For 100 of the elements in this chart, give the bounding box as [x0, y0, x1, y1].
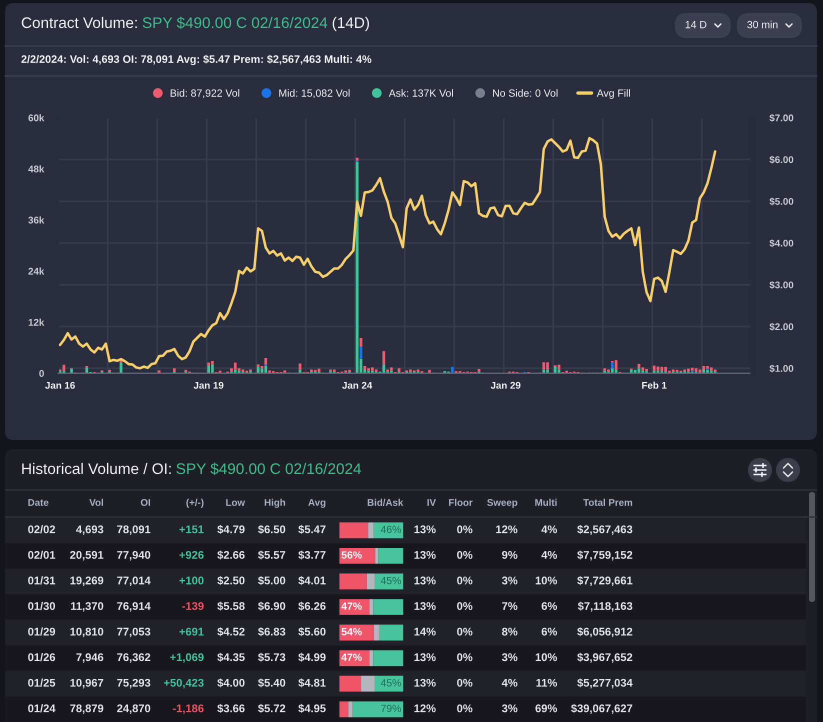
text: 3% — [502, 576, 518, 584]
text: 0% — [457, 678, 472, 687]
text: 12% — [414, 704, 436, 712]
text: 76,914 — [117, 602, 151, 612]
text: 69% — [535, 704, 558, 712]
text: 4% — [502, 678, 518, 687]
text: $7,118,163 — [578, 602, 632, 612]
category-label: OI — [140, 499, 150, 506]
text: 4,693 — [76, 525, 104, 535]
text: 12% — [496, 525, 518, 534]
text: 01/29 — [28, 627, 56, 636]
text: $2,567,463 — [577, 524, 632, 535]
text: $2.66 — [217, 550, 245, 560]
y2-tick-label: $6.00 — [769, 156, 794, 164]
text: 13% — [414, 602, 436, 610]
text: $5.00 — [258, 576, 286, 586]
x-tick-label: Jan 29 — [490, 382, 520, 389]
text: 10% — [536, 653, 558, 662]
text: 6% — [542, 602, 558, 610]
text: 14 D — [686, 21, 706, 28]
text: 01/25 — [28, 678, 56, 687]
legend-label: Bid: 87,922 Vol — [170, 89, 240, 98]
text: 24,870 — [117, 704, 150, 714]
text: 02/02 — [28, 525, 56, 534]
text: 77,053 — [117, 628, 150, 638]
text: 8% — [502, 628, 518, 636]
text: $3,967,652 — [577, 652, 632, 663]
text: $7,759,152 — [577, 550, 632, 560]
text: $5.57 — [258, 550, 286, 560]
text: 10% — [536, 576, 558, 584]
text: 13% — [414, 576, 436, 584]
text: $3.66 — [217, 704, 245, 713]
y-tick-label: 24k — [28, 268, 44, 275]
category-label: High — [264, 498, 286, 508]
text: $6.83 — [258, 627, 286, 636]
y-tick-label: 48k — [28, 165, 44, 172]
text: 78,091 — [117, 525, 150, 535]
text: 10,810 — [70, 628, 104, 638]
category-label: Sweep — [487, 499, 518, 508]
text: $4.81 — [298, 678, 326, 688]
text: 01/24 — [28, 704, 56, 712]
text: $5,277,034 — [577, 678, 633, 688]
text: 13% — [414, 525, 436, 534]
text: $3.77 — [298, 550, 326, 560]
data-label: 79% — [381, 704, 402, 712]
text: $6.26 — [298, 602, 326, 611]
text: 0% — [457, 525, 472, 534]
text: 77,940 — [117, 550, 150, 560]
data-label: 46% — [380, 526, 402, 534]
x-tick-label: Jan 24 — [342, 382, 372, 389]
category-label: (+/-) — [186, 498, 204, 508]
text: 4% — [541, 525, 558, 534]
y-tick-label: 0 — [39, 370, 44, 377]
text: 9% — [502, 550, 518, 559]
text: $4.00 — [217, 678, 245, 688]
text: 0% — [457, 576, 472, 584]
text: -1,186 — [172, 704, 204, 714]
text: 7% — [502, 602, 518, 610]
category-label: Floor — [449, 498, 473, 506]
y2-tick-label: $4.00 — [769, 239, 794, 248]
text: $6.90 — [258, 602, 286, 611]
text: 19,269 — [70, 576, 104, 586]
x-tick-label: Jan 16 — [45, 382, 75, 389]
data-label: 45% — [380, 576, 402, 584]
text: 11,370 — [71, 602, 104, 612]
x-tick-label: Jan 19 — [194, 382, 224, 389]
chart-subtitle: 2/2/2024: Vol: 4,693 OI: 78,091 Avg: $5.47 Prem: $2,567,463 Multi: 4% — [21, 54, 372, 66]
text: $6,056,912 — [577, 627, 632, 638]
text: $2.50 — [217, 576, 245, 586]
text: 30 min — [747, 20, 778, 28]
text: $4.35 — [217, 652, 245, 662]
data-label: 47% — [341, 602, 362, 610]
text: 20,591 — [70, 550, 104, 560]
category-label: Total Prem — [583, 498, 632, 506]
text: 77,014 — [117, 576, 151, 586]
category-label: IV — [427, 499, 436, 506]
text: 75,293 — [117, 678, 150, 688]
text: 11% — [536, 678, 558, 687]
y2-tick-label: $1.00 — [769, 364, 794, 373]
category-label: Low — [226, 499, 246, 506]
category-label: Avg — [308, 499, 326, 508]
text: $5.73 — [258, 652, 286, 662]
text: +50,423 — [164, 678, 204, 688]
text: $4.79 — [217, 524, 245, 534]
data-label: 47% — [341, 654, 362, 661]
y-tick-label: 60k — [28, 114, 44, 122]
text: $5.72 — [258, 704, 286, 713]
text: $5.40 — [258, 678, 286, 688]
text: 0% — [457, 628, 472, 636]
text: 0% — [457, 602, 472, 610]
y2-tick-label: $3.00 — [769, 281, 794, 290]
y-tick-label: 12k — [28, 318, 44, 326]
text: 3% — [502, 653, 518, 662]
text: $4.99 — [298, 652, 326, 662]
text: $5.47 — [298, 524, 326, 534]
text: $4.52 — [217, 627, 245, 636]
text: +1,069 — [170, 653, 204, 663]
text: 01/31 — [28, 576, 56, 585]
text: 13% — [414, 653, 436, 662]
x-tick-label: Feb 1 — [642, 382, 667, 389]
